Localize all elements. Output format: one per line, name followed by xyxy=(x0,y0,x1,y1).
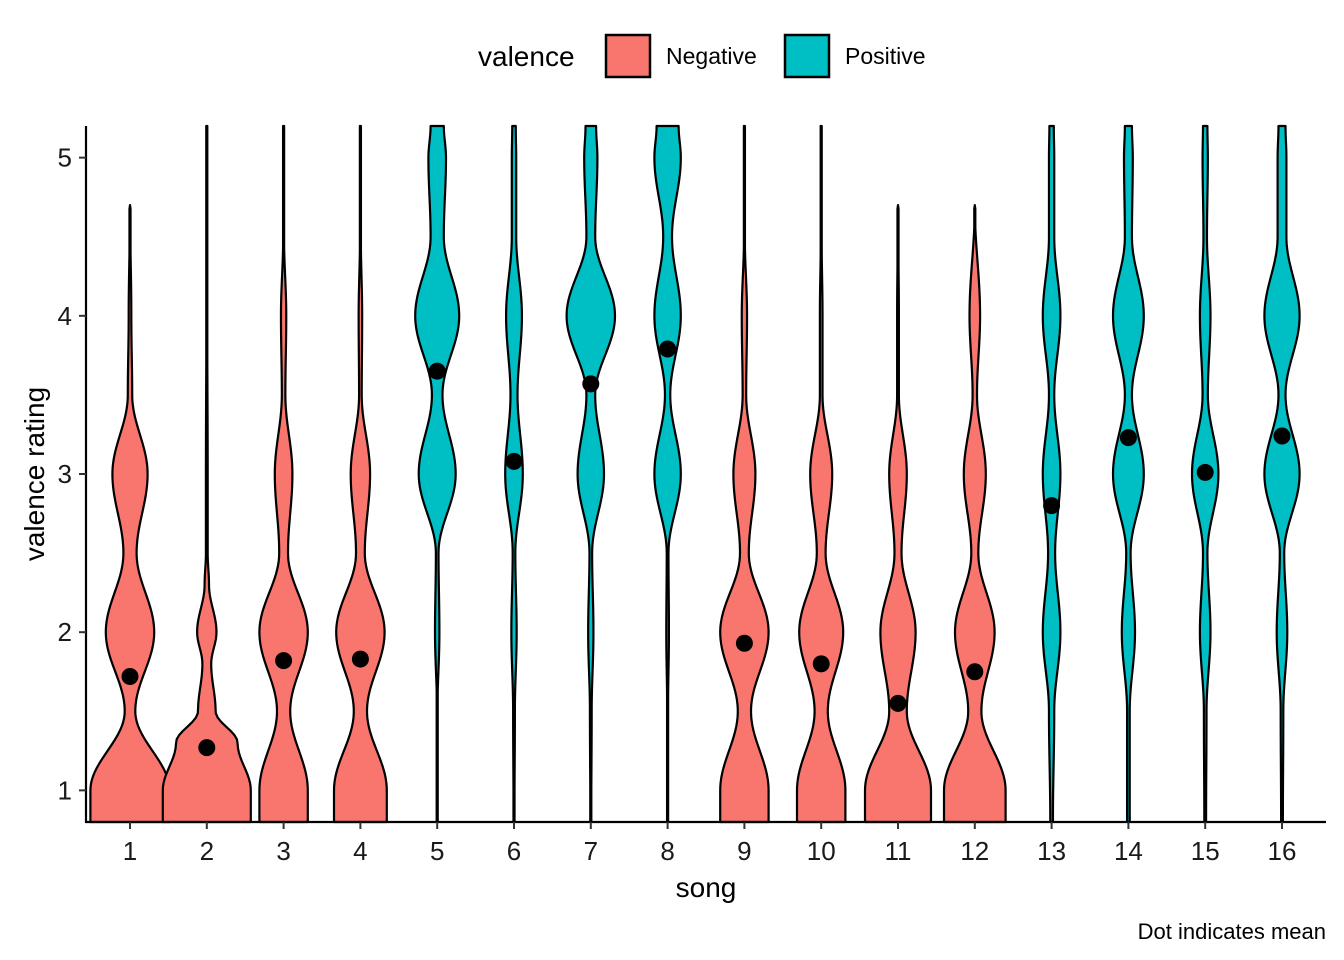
x-tick-label-15: 15 xyxy=(1191,836,1220,866)
x-tick-label-13: 13 xyxy=(1037,836,1066,866)
mean-dot-song-6 xyxy=(505,452,523,470)
mean-dot-song-4 xyxy=(351,650,369,668)
mean-dot-song-9 xyxy=(735,634,753,652)
y-tick-label-3: 3 xyxy=(58,459,72,489)
y-tick-label-5: 5 xyxy=(58,143,72,173)
legend-label-negative: Negative xyxy=(666,43,757,69)
mean-dot-song-16 xyxy=(1273,427,1291,445)
mean-dot-song-5 xyxy=(428,362,446,380)
caption: Dot indicates mean xyxy=(1138,919,1326,944)
x-tick-label-2: 2 xyxy=(200,836,214,866)
mean-dot-song-8 xyxy=(659,340,677,358)
x-tick-label-16: 16 xyxy=(1268,836,1297,866)
y-tick-label-2: 2 xyxy=(58,617,72,647)
mean-dot-song-7 xyxy=(582,375,600,393)
mean-dot-song-11 xyxy=(889,694,907,712)
violin-song-1 xyxy=(89,203,171,824)
violin-song-2 xyxy=(161,124,252,824)
legend-swatch-positive xyxy=(783,33,831,79)
violin-song-11 xyxy=(863,203,933,824)
violin-song-6 xyxy=(504,124,524,824)
mean-dot-song-13 xyxy=(1043,497,1061,515)
x-tick-label-4: 4 xyxy=(353,836,367,866)
x-tick-label-14: 14 xyxy=(1114,836,1143,866)
x-tick-label-5: 5 xyxy=(430,836,444,866)
violin-song-7 xyxy=(565,124,617,824)
mean-dot-song-2 xyxy=(198,739,216,757)
violin-song-4 xyxy=(332,124,388,824)
legend-swatch-negative xyxy=(604,33,652,79)
mean-dot-song-1 xyxy=(121,667,139,685)
mean-dot-song-12 xyxy=(966,663,984,681)
x-axis-title: song xyxy=(676,872,737,903)
plot-area xyxy=(89,124,1301,824)
legend-title: valence xyxy=(478,41,575,72)
y-tick-label-1: 1 xyxy=(58,775,72,805)
y-tick-label-4: 4 xyxy=(58,301,72,331)
x-tick-label-3: 3 xyxy=(276,836,290,866)
x-tick-label-11: 11 xyxy=(885,836,912,866)
violin-song-9 xyxy=(719,124,770,824)
violin-song-13 xyxy=(1041,124,1062,824)
x-tick-label-10: 10 xyxy=(807,836,836,866)
x-tick-label-12: 12 xyxy=(960,836,989,866)
violin-song-5 xyxy=(414,124,461,824)
x-tick-label-1: 1 xyxy=(123,836,137,866)
x-tick-label-8: 8 xyxy=(660,836,674,866)
x-tick-label-9: 9 xyxy=(737,836,751,866)
y-axis-title: valence rating xyxy=(19,387,50,561)
mean-dot-song-10 xyxy=(812,655,830,673)
violin-song-16 xyxy=(1263,124,1301,824)
violin-song-10 xyxy=(795,124,847,824)
violin-song-3 xyxy=(258,124,309,824)
mean-dot-song-15 xyxy=(1196,463,1214,481)
violin-song-12 xyxy=(942,203,1007,824)
mean-dot-song-14 xyxy=(1119,429,1137,447)
x-tick-label-6: 6 xyxy=(507,836,521,866)
legend: valence Negative Positive xyxy=(478,33,926,79)
x-tick-label-7: 7 xyxy=(584,836,598,866)
mean-dot-song-3 xyxy=(275,652,293,670)
violin-song-14 xyxy=(1111,124,1145,824)
violin-song-8 xyxy=(653,124,682,824)
legend-label-positive: Positive xyxy=(845,43,926,69)
